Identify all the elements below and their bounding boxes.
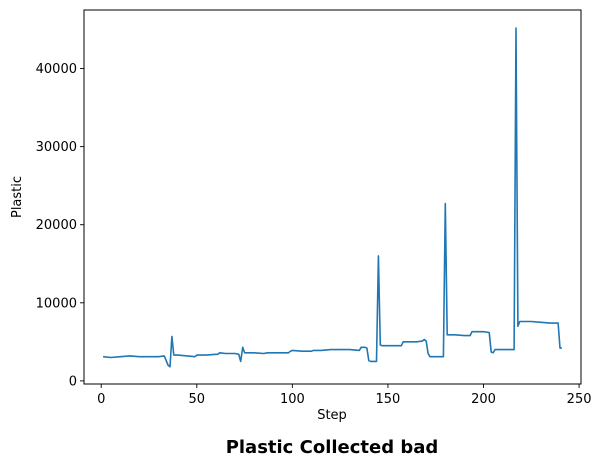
y-tick-label: 0 <box>69 374 77 389</box>
series-layer <box>103 27 562 368</box>
x-tick-label: 50 <box>189 392 206 407</box>
plot-frame <box>83 9 582 385</box>
x-axis-label: Step <box>317 408 347 423</box>
y-axis-ticks: 0 10000 20000 30000 40000 <box>36 62 84 389</box>
plot-background <box>84 10 581 384</box>
x-tick-label: 100 <box>280 392 305 407</box>
y-tick-label: 40000 <box>36 62 77 77</box>
x-tick-label: 0 <box>97 392 105 407</box>
x-tick-label: 200 <box>471 392 496 407</box>
y-axis-label: Plastic <box>10 176 25 218</box>
x-tick-label: 150 <box>376 392 401 407</box>
y-tick-label: 10000 <box>36 296 77 311</box>
x-axis-ticks: 0 50 100 150 200 250 <box>97 384 592 407</box>
series-line-0 <box>103 27 562 368</box>
chart-title: Plastic Collected bad <box>226 437 439 458</box>
y-tick-label: 20000 <box>36 218 77 233</box>
y-tick-label: 30000 <box>36 140 77 155</box>
x-tick-label: 250 <box>567 392 592 407</box>
